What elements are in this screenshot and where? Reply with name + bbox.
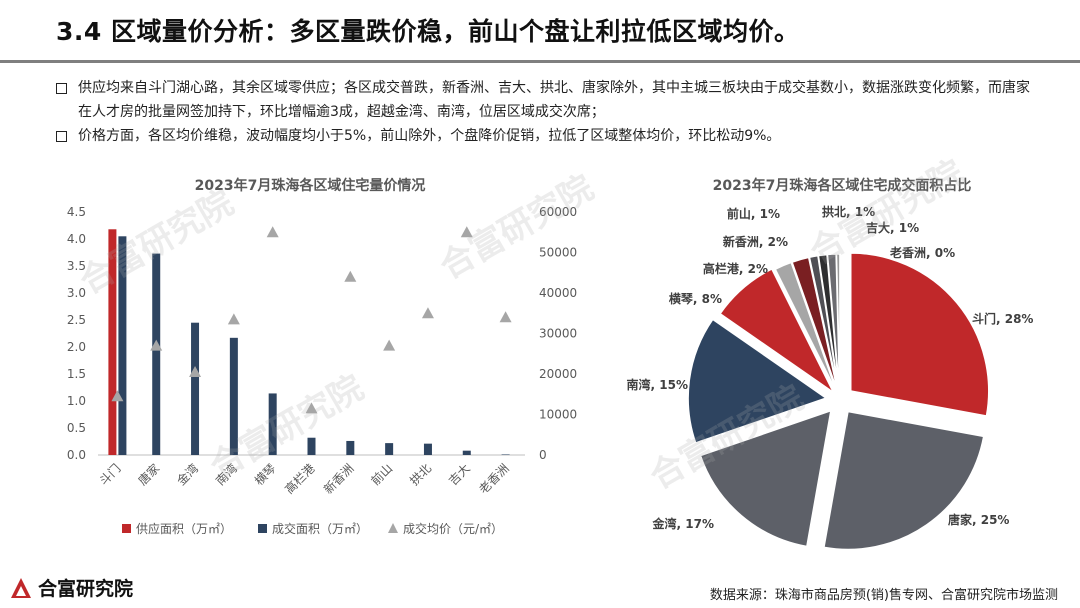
y-right-tick-label: 50000 (539, 246, 577, 260)
pie-slice-label: 老香洲, 0% (890, 245, 955, 260)
pie-slice-label: 高栏港, 2% (703, 261, 768, 276)
deal-bar (346, 440, 355, 455)
x-tick-label: 高栏港 (282, 461, 318, 497)
pie-slice (850, 252, 990, 417)
pie-slice-label: 吉大, 1% (866, 220, 919, 235)
price-marker (383, 339, 396, 351)
legend-label-deal: 成交面积（万㎡） (272, 521, 368, 536)
page-title: 3.4 区域量价分析：多区量跌价稳，前山个盘让利拉低区域均价。 (56, 17, 800, 46)
title-divider (0, 60, 1080, 63)
price-marker (111, 390, 124, 402)
x-tick-label: 斗门 (96, 461, 124, 489)
price-marker (344, 270, 357, 282)
y-left-tick-label: 0.0 (67, 448, 86, 462)
pie-chart-title: 2023年7月珠海各区域住宅成交面积占比 (713, 177, 972, 194)
x-tick-label: 拱北 (407, 461, 434, 488)
x-tick-label: 老香洲 (476, 461, 511, 496)
price-marker (499, 311, 512, 323)
y-left-tick-label: 1.0 (67, 394, 86, 408)
deal-bar (307, 437, 316, 455)
pie-slice (687, 318, 828, 444)
x-tick-label: 唐家 (135, 461, 163, 489)
price-marker (227, 313, 240, 325)
pie-slice-label: 新香洲, 2% (723, 234, 788, 249)
volume-price-chart: 2023年7月珠海各区域住宅量价情况 0.0 0.5 1.0 1.5 2.0 2.5 3.0… (67, 177, 577, 536)
bar-chart-title: 2023年7月珠海各区域住宅量价情况 (195, 177, 426, 194)
pie-slice (774, 261, 838, 393)
deal-bar (385, 443, 394, 455)
deal-bar (501, 454, 510, 455)
x-tick-label: 前山 (368, 461, 396, 489)
deal-bar (423, 443, 432, 455)
legend-swatch-price (388, 523, 398, 533)
deal-bar (191, 322, 200, 455)
supply-bar (108, 229, 117, 455)
deal-bar (118, 236, 127, 455)
pie-slice-label: 南湾, 15% (627, 377, 688, 392)
area-share-pie-chart: 2023年7月珠海各区域住宅成交面积占比 斗门, 28% 唐家, 25% 金湾, 1… (627, 177, 1033, 551)
logo-icon (11, 577, 31, 598)
x-tick-label: 横琴 (252, 461, 279, 488)
x-tick-label: 新香洲 (320, 461, 356, 497)
pie-slice-label: 横琴, 8% (669, 291, 722, 306)
data-source-note: 数据来源：珠海市商品房预(销)售专网、合富研究院市场监测 (709, 588, 1058, 603)
deal-bar (152, 253, 161, 455)
y-right-tick-label: 10000 (539, 408, 577, 422)
y-left-tick-label: 3.5 (67, 259, 86, 273)
legend-label-price: 成交均价（元/㎡） (403, 521, 503, 536)
price-marker (189, 365, 202, 377)
deal-bar (229, 337, 238, 455)
price-marker (150, 339, 163, 351)
y-left-tick-label: 2.0 (67, 340, 86, 354)
legend-label-supply: 供应面积（万㎡） (136, 521, 232, 536)
x-tick-label: 南湾 (212, 461, 240, 489)
bullet-list: 供应均来自斗门湖心路，其余区域零供应；各区成交普跌，新香洲、吉大、拱北、唐家除外… (56, 76, 1036, 148)
y-right-tick-label: 30000 (539, 327, 577, 341)
x-tick-label: 吉大 (446, 461, 473, 488)
x-tick-label: 金湾 (174, 461, 202, 489)
square-bullet-icon (56, 83, 67, 94)
price-marker (305, 402, 318, 414)
y-left-tick-label: 0.5 (67, 421, 86, 435)
square-bullet-icon (56, 131, 67, 142)
pie-slice (699, 409, 832, 548)
footer-logo: 合富研究院 (10, 574, 133, 601)
pie-slice (835, 253, 841, 393)
pie-slice (719, 267, 835, 394)
y-right-tick-label: 20000 (539, 367, 577, 381)
pie-slice-label: 前山, 1% (727, 206, 780, 221)
bullet-text: 价格方面，各区均价维稳，波动幅度均小于5%，前山除外，个盘降价促销，拉低了区域整… (78, 128, 781, 144)
bullet-text: 供应均来自斗门湖心路，其余区域零供应；各区成交普跌，新香洲、吉大、拱北、唐家除外… (78, 80, 1030, 120)
pie-slice-label: 斗门, 28% (972, 311, 1033, 326)
pie-slice-label: 拱北, 1% (822, 204, 875, 219)
y-right-tick-label: 40000 (539, 286, 577, 300)
brand-name: 合富研究院 (38, 578, 134, 600)
deal-bar (268, 393, 277, 455)
bullet-item: 价格方面，各区均价维稳，波动幅度均小于5%，前山除外，个盘降价促销，拉低了区域整… (56, 124, 1036, 148)
y-left-tick-label: 2.5 (67, 313, 86, 327)
pie-slice (791, 256, 839, 393)
y-left-tick-label: 4.5 (67, 205, 86, 219)
y-right-tick-label: 60000 (539, 205, 577, 219)
y-right-tick-label: 0 (539, 448, 547, 462)
pie-slice-label: 金湾, 17% (652, 516, 714, 531)
pie-slice (823, 410, 985, 551)
pie-slice-label: 唐家, 25% (948, 512, 1009, 527)
deal-bar (462, 450, 471, 455)
bullet-item: 供应均来自斗门湖心路，其余区域零供应；各区成交普跌，新香洲、吉大、拱北、唐家除外… (56, 76, 1036, 124)
y-left-tick-label: 1.5 (67, 367, 86, 381)
y-left-tick-label: 4.0 (67, 232, 86, 246)
price-marker (460, 226, 473, 238)
price-marker (266, 226, 279, 238)
legend-swatch-supply (122, 524, 131, 533)
price-marker (421, 307, 434, 319)
y-left-tick-label: 3.0 (67, 286, 86, 300)
legend-swatch-deal (258, 524, 267, 533)
